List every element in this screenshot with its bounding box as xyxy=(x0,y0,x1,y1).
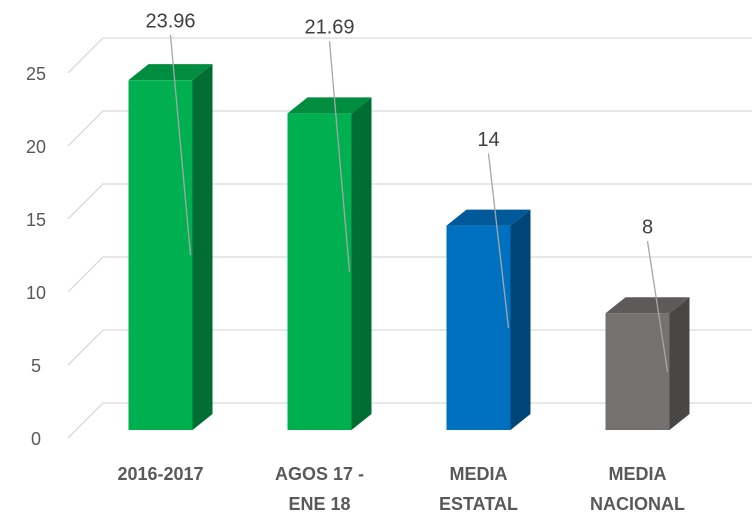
x-tick-label-box: AGOS 17 - ENE 18 xyxy=(274,464,365,514)
grid-line xyxy=(67,37,752,74)
grid-line xyxy=(67,183,752,220)
leader-line xyxy=(328,41,351,272)
x-tick-label: AGOS 17 - ENE 18 xyxy=(274,464,365,514)
leader-line xyxy=(169,34,192,256)
grid-line xyxy=(67,256,752,293)
data-label: 23.96 xyxy=(145,10,195,32)
y-tick-label: 15 xyxy=(26,210,46,230)
y-tick-label: 25 xyxy=(26,64,46,84)
y-tick-label: 5 xyxy=(31,356,41,376)
leader-line xyxy=(487,153,510,328)
x-tick-label-box: MEDIA NACIONAL xyxy=(590,464,685,514)
bar-side xyxy=(510,209,531,430)
bar xyxy=(128,64,213,431)
bar-front xyxy=(287,113,352,431)
x-tick-label: 2016-2017 xyxy=(117,464,204,484)
bar-side xyxy=(351,97,372,431)
bar-top xyxy=(287,97,372,114)
bar-top xyxy=(446,209,531,226)
y-tick-label: 10 xyxy=(26,283,46,303)
bar xyxy=(287,97,372,431)
data-label: 14 xyxy=(477,129,499,151)
data-label: 8 xyxy=(642,216,653,238)
x-tick-label-box: MEDIA ESTATAL xyxy=(439,464,518,514)
x-tick-label: MEDIA ESTATAL xyxy=(439,464,518,514)
grid-line xyxy=(67,110,752,147)
bar xyxy=(446,209,531,430)
leader-line xyxy=(646,241,669,372)
bar-front xyxy=(446,225,511,430)
grid-line xyxy=(67,329,752,366)
y-tick-label: 20 xyxy=(26,137,46,157)
bar-top xyxy=(128,64,213,81)
y-tick-label: 0 xyxy=(31,429,41,449)
bar xyxy=(605,297,690,430)
x-tick-label: MEDIA NACIONAL xyxy=(590,464,685,514)
bar-side xyxy=(192,64,213,431)
bar-front xyxy=(605,313,670,430)
bar-front xyxy=(128,80,193,431)
data-label: 21.69 xyxy=(304,17,354,39)
bar-side xyxy=(669,297,690,430)
grid-line xyxy=(67,402,752,439)
bar-top xyxy=(605,297,690,314)
x-tick-label-box: 2016-2017 xyxy=(117,464,204,484)
